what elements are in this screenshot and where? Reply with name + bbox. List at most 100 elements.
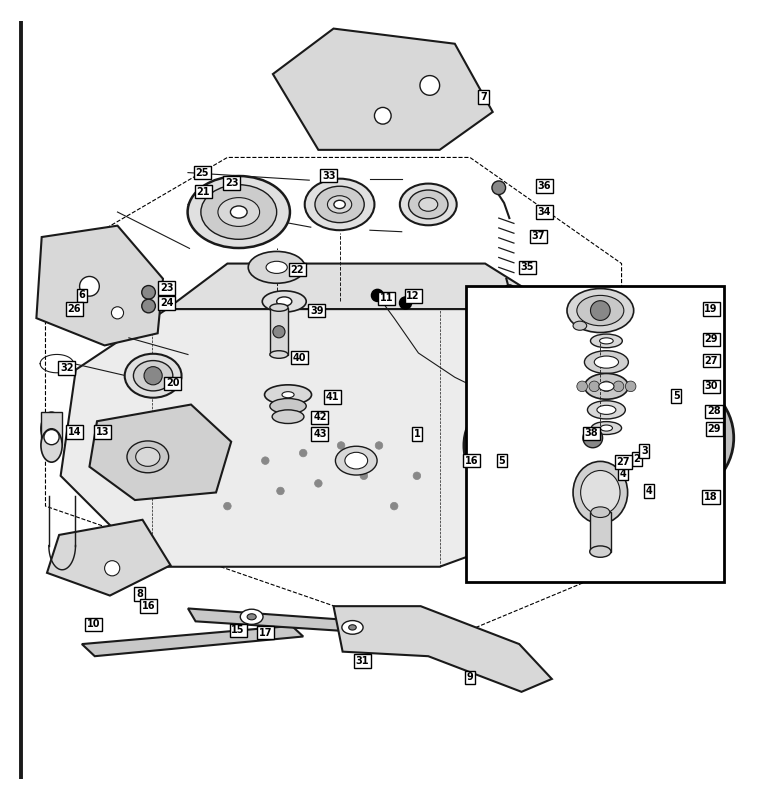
Ellipse shape xyxy=(409,190,448,219)
Polygon shape xyxy=(89,405,231,500)
Circle shape xyxy=(315,479,322,487)
Circle shape xyxy=(492,181,506,194)
Ellipse shape xyxy=(265,385,312,405)
Polygon shape xyxy=(334,606,552,692)
Text: 4: 4 xyxy=(620,469,626,478)
Ellipse shape xyxy=(573,321,587,330)
Text: 16: 16 xyxy=(142,601,155,611)
Bar xyxy=(466,286,724,582)
Ellipse shape xyxy=(272,410,304,423)
Ellipse shape xyxy=(590,546,611,558)
Ellipse shape xyxy=(249,251,305,283)
Ellipse shape xyxy=(133,361,173,391)
Circle shape xyxy=(504,285,515,295)
Text: 16: 16 xyxy=(465,456,478,466)
Circle shape xyxy=(390,502,398,510)
Circle shape xyxy=(111,306,124,319)
Ellipse shape xyxy=(127,441,168,473)
Ellipse shape xyxy=(334,200,346,209)
Text: 41: 41 xyxy=(325,392,339,402)
Circle shape xyxy=(663,426,686,450)
Text: 37: 37 xyxy=(531,231,545,242)
Circle shape xyxy=(142,299,155,313)
Circle shape xyxy=(601,381,612,392)
Text: 22: 22 xyxy=(290,265,304,274)
Text: 20: 20 xyxy=(166,378,180,388)
Text: 34: 34 xyxy=(537,207,551,217)
Circle shape xyxy=(262,457,269,465)
Ellipse shape xyxy=(266,262,287,274)
Circle shape xyxy=(44,430,59,445)
Ellipse shape xyxy=(594,356,619,368)
Circle shape xyxy=(360,472,368,479)
Text: 7: 7 xyxy=(481,92,487,102)
Text: 5: 5 xyxy=(499,456,505,466)
Text: 18: 18 xyxy=(704,492,718,502)
Ellipse shape xyxy=(41,412,62,446)
Bar xyxy=(270,307,288,354)
Circle shape xyxy=(577,381,587,392)
Text: 5: 5 xyxy=(673,391,679,402)
Text: 15: 15 xyxy=(231,626,245,635)
Circle shape xyxy=(589,381,600,392)
Circle shape xyxy=(464,394,567,497)
Text: 12: 12 xyxy=(406,291,420,301)
Text: 8: 8 xyxy=(136,589,143,599)
Text: 36: 36 xyxy=(537,182,551,191)
Text: 28: 28 xyxy=(707,406,721,416)
Circle shape xyxy=(613,381,624,392)
Text: 23: 23 xyxy=(225,178,239,188)
Text: 2: 2 xyxy=(634,454,640,464)
Text: 27: 27 xyxy=(704,355,718,366)
Ellipse shape xyxy=(270,350,288,358)
Circle shape xyxy=(371,290,384,302)
Text: 43: 43 xyxy=(313,429,327,439)
Ellipse shape xyxy=(581,470,620,514)
Ellipse shape xyxy=(305,178,374,230)
Ellipse shape xyxy=(577,295,624,326)
Polygon shape xyxy=(47,520,171,595)
Ellipse shape xyxy=(573,462,628,523)
Ellipse shape xyxy=(247,614,256,620)
Circle shape xyxy=(374,107,391,124)
Ellipse shape xyxy=(270,398,306,414)
Text: 39: 39 xyxy=(310,306,324,315)
Circle shape xyxy=(413,472,421,479)
Circle shape xyxy=(80,277,99,296)
Text: 23: 23 xyxy=(160,283,174,293)
Text: 10: 10 xyxy=(87,619,101,630)
Polygon shape xyxy=(188,609,406,635)
Text: 11: 11 xyxy=(380,294,393,303)
Polygon shape xyxy=(631,378,716,497)
Text: 25: 25 xyxy=(196,168,209,178)
Circle shape xyxy=(625,381,636,392)
Ellipse shape xyxy=(136,447,160,466)
Polygon shape xyxy=(36,226,163,346)
Ellipse shape xyxy=(342,621,363,634)
Ellipse shape xyxy=(277,297,292,306)
Ellipse shape xyxy=(584,350,628,374)
Circle shape xyxy=(224,502,231,510)
Text: 40: 40 xyxy=(293,353,306,362)
Text: 4: 4 xyxy=(646,486,652,496)
Circle shape xyxy=(273,326,285,338)
Text: 1: 1 xyxy=(414,429,420,439)
Text: 30: 30 xyxy=(704,382,718,391)
Text: 29: 29 xyxy=(704,334,718,344)
Text: 33: 33 xyxy=(322,170,336,181)
Text: 32: 32 xyxy=(60,363,74,373)
Text: 3: 3 xyxy=(641,446,647,456)
Ellipse shape xyxy=(599,382,614,391)
Ellipse shape xyxy=(218,198,259,226)
Circle shape xyxy=(420,75,440,95)
Ellipse shape xyxy=(400,183,456,226)
Ellipse shape xyxy=(600,338,613,344)
Ellipse shape xyxy=(590,334,622,348)
Text: 26: 26 xyxy=(67,304,81,314)
Ellipse shape xyxy=(597,406,615,414)
Ellipse shape xyxy=(270,304,288,311)
Circle shape xyxy=(590,301,610,321)
Circle shape xyxy=(142,286,155,299)
Ellipse shape xyxy=(600,425,612,431)
Text: 21: 21 xyxy=(196,186,210,197)
